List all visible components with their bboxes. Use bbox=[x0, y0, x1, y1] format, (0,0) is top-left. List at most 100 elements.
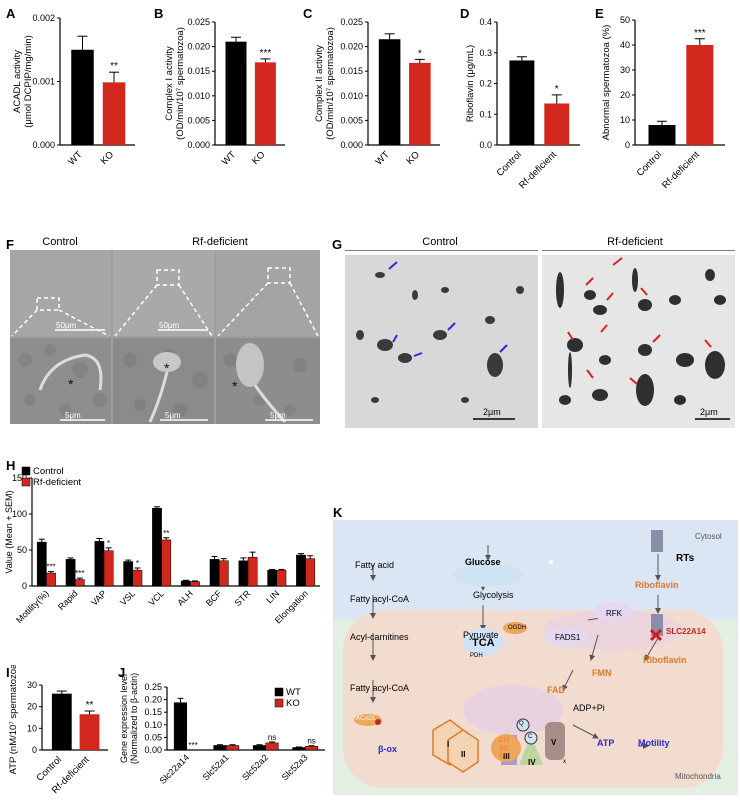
bar-Control-STR bbox=[238, 560, 249, 587]
k-slc-label: SLC22A14 bbox=[666, 627, 706, 636]
k-acyl-carnitines-label: Acyl-carnitines bbox=[350, 632, 409, 642]
k-etf-label: ETF bbox=[499, 738, 511, 744]
significance-marker: ns bbox=[268, 733, 276, 742]
panel-letter-b: B bbox=[154, 6, 164, 21]
panel-letter-f: F bbox=[6, 237, 14, 252]
k-beta-ox-label: β-ox bbox=[378, 744, 397, 754]
significance-marker: * bbox=[418, 48, 422, 59]
bar-Rf-deficient-VSL bbox=[132, 569, 143, 587]
y-tick-label: 0.010 bbox=[340, 91, 363, 101]
y-tick-label: 0.025 bbox=[340, 17, 363, 27]
bar-Control-BCF bbox=[209, 559, 220, 587]
bar-Rf-deficient-Rapid bbox=[74, 579, 85, 587]
y-axis-label: Complex II activity bbox=[314, 45, 325, 122]
bar-Control-ALH bbox=[180, 580, 191, 587]
bar-WT bbox=[225, 41, 247, 145]
x-tick-label: Slc52a2 bbox=[240, 752, 270, 782]
k-rfk-label: RFK bbox=[606, 609, 622, 618]
k-complex-5-label: V bbox=[551, 738, 557, 747]
significance-marker: ns bbox=[307, 737, 315, 746]
y-tick-label: 0.2 bbox=[479, 79, 492, 89]
chart-b: 0.000 0.005 0.010 0.015 0.020 0.025 WT KO *** Com… bbox=[164, 17, 285, 168]
y-axis-label-2: (μmol DCPIP/mg/min) bbox=[23, 35, 34, 128]
y-tick-label: 0.20 bbox=[144, 695, 162, 705]
bar-Control-Motility(%) bbox=[36, 541, 47, 587]
significance-marker: *** bbox=[46, 563, 55, 572]
k-fatty-acyl-coa2-label: Fatty acyl-CoA bbox=[350, 683, 410, 693]
y-axis-label-2: (OD/min/10⁷ spermatozoa) bbox=[325, 27, 336, 140]
x-tick-label: Slc52a3 bbox=[280, 752, 310, 782]
significance-marker: ** bbox=[163, 529, 169, 538]
k-fmn-label: FMN bbox=[592, 668, 612, 678]
significance-marker: *** bbox=[188, 741, 197, 750]
bar-KO-Slc52a3 bbox=[305, 745, 319, 751]
bar-KO bbox=[409, 62, 431, 145]
k-acadl-label: ACADL bbox=[356, 716, 377, 722]
g-scale-right: 2μm bbox=[700, 407, 718, 417]
bar-KO bbox=[254, 62, 276, 145]
bar-WT-Slc22a14 bbox=[173, 702, 188, 751]
y-tick-label: 20 bbox=[27, 702, 37, 712]
k-pyruvate-label: Pyruvate bbox=[463, 630, 499, 640]
x-tick-label: ALH bbox=[175, 588, 194, 607]
k-qo-label: QO bbox=[499, 746, 509, 752]
bar-WT-Slc52a1 bbox=[213, 745, 227, 751]
y-tick-label: 0.0 bbox=[479, 140, 492, 150]
f-control-label: Control bbox=[42, 236, 78, 248]
x-tick-label: KO bbox=[99, 149, 116, 166]
y-tick-label: 50 bbox=[620, 15, 630, 25]
k-etf2-label: ETF bbox=[499, 754, 511, 760]
y-tick-label: 0 bbox=[32, 745, 37, 755]
x-tick-label: KO bbox=[250, 149, 267, 166]
chart-j: 0.00 0.05 0.10 0.15 0.20 0.25 *** Slc22a14 Slc52… bbox=[119, 673, 325, 786]
y-axis-label: ACADL activity bbox=[12, 50, 23, 113]
y-axis-label: Complex I activity bbox=[164, 46, 175, 121]
y-axis-label: Value (Mean + SEM) bbox=[4, 490, 14, 573]
k-pathway-diagram: x bbox=[333, 520, 738, 795]
y-tick-label: 0.3 bbox=[479, 48, 492, 58]
bar-Control-VAP bbox=[94, 541, 105, 587]
f-scale-top-2: 50μm bbox=[159, 321, 180, 330]
k-glycolysis-label: Glycolysis bbox=[473, 590, 514, 600]
k-glucose-label: Glucose bbox=[465, 557, 501, 567]
k-adp-label: ADP+Pi bbox=[573, 703, 605, 713]
y-tick-label: 10 bbox=[27, 723, 37, 733]
x-tick-label: Slc22a14 bbox=[158, 752, 192, 786]
x-tick-label: Rf-deficient bbox=[660, 149, 702, 191]
y-tick-label: 0.4 bbox=[479, 17, 492, 27]
k-ogdh-label: OGDH bbox=[508, 625, 526, 631]
x-tick-label: LIN bbox=[264, 588, 281, 605]
bar-WT-Slc52a2 bbox=[252, 745, 267, 751]
x-tick-label: VAP bbox=[89, 588, 108, 607]
y-tick-label: 0.000 bbox=[340, 140, 363, 150]
bar-Rf-deficient-VAP bbox=[103, 550, 114, 587]
bar-KO bbox=[102, 82, 126, 145]
x-tick-label: Motility(%) bbox=[14, 588, 51, 625]
x-tick-label: Control bbox=[495, 149, 524, 178]
bar-Control-Rapid bbox=[65, 559, 76, 587]
panel-letter-i: I bbox=[6, 665, 10, 680]
bar-KO-Slc52a1 bbox=[226, 745, 240, 751]
bar-Control-VCL bbox=[152, 507, 162, 587]
bar-Rf-deficient bbox=[686, 45, 714, 145]
y-tick-label: 0.25 bbox=[144, 682, 162, 692]
bar-WT bbox=[71, 49, 94, 145]
y-tick-label: 0.000 bbox=[32, 140, 55, 150]
k-pdh-label: PDH bbox=[470, 653, 483, 659]
y-tick-label: 0.005 bbox=[340, 115, 363, 125]
k-rts-label: RTs bbox=[676, 553, 695, 564]
bar-Control bbox=[509, 60, 535, 145]
significance-marker: *** bbox=[260, 48, 272, 59]
y-tick-label: 150 bbox=[12, 473, 27, 483]
x-tick-label: VSL bbox=[118, 588, 137, 607]
x-tick-label: KO bbox=[404, 149, 421, 166]
k-complex-2-label: II bbox=[461, 750, 466, 759]
significance-marker: *** bbox=[75, 569, 84, 578]
y-tick-label: 0.025 bbox=[187, 17, 210, 27]
x-tick-label: BCF bbox=[204, 588, 224, 608]
legend-label: Control bbox=[33, 466, 64, 477]
y-tick-label: 0.002 bbox=[32, 13, 55, 23]
f-micrographs bbox=[10, 250, 320, 424]
f-asterisk-3: * bbox=[232, 378, 238, 394]
